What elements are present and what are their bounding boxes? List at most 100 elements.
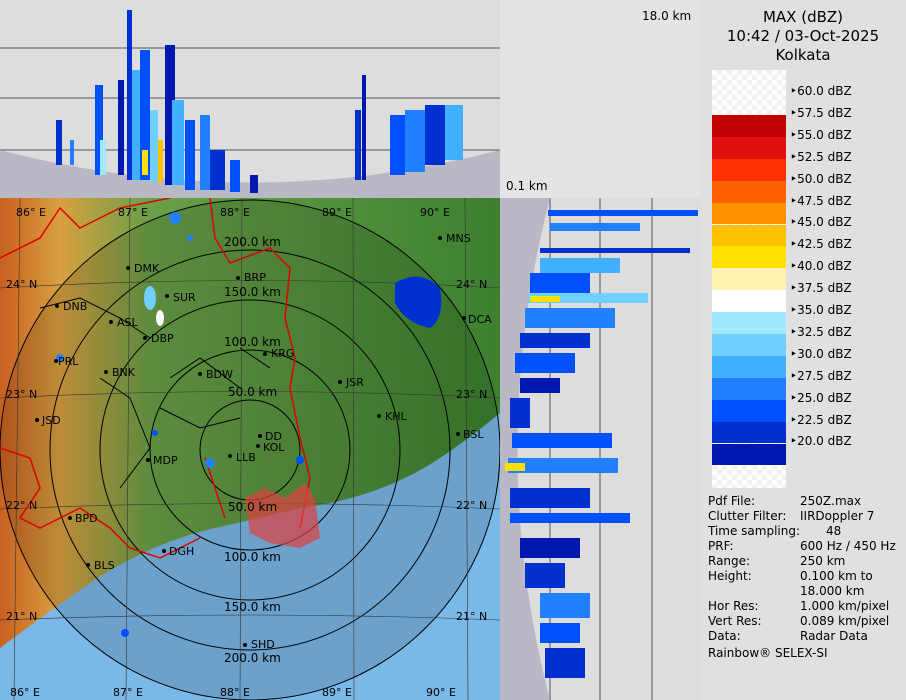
city-label: BPD <box>75 512 98 525</box>
map-svg <box>0 198 500 700</box>
lon-label-bottom: 88° E <box>220 686 250 699</box>
range-label: 100.0 km <box>224 335 281 349</box>
scale-swatch <box>712 312 786 334</box>
lon-label-bottom: 86° E <box>10 686 40 699</box>
city-label: BLS <box>94 559 115 572</box>
lon-label: 89° E <box>322 206 352 219</box>
info-key: Hor Res: <box>708 599 759 613</box>
scale-label: ‣30.0 dBZ <box>790 346 852 361</box>
radar-echoes <box>56 212 442 637</box>
city-label: KHL <box>385 410 407 423</box>
radar-map[interactable]: 86° E 87° E 88° E 89° E 90° E 86° E 87° … <box>0 198 500 700</box>
scale-swatch <box>712 334 786 356</box>
scale-label: ‣32.5 dBZ <box>790 324 852 339</box>
city-label: JSR <box>346 376 364 389</box>
scale-label: ‣37.5 dBZ <box>790 281 852 296</box>
scale-swatch <box>712 115 786 137</box>
scale-swatch <box>712 246 786 269</box>
lon-label: 90° E <box>420 206 450 219</box>
scale-label: ‣47.5 dBZ <box>790 193 852 208</box>
lat-label-right: 22° N <box>456 499 488 512</box>
info-key: Vert Res: <box>708 614 762 628</box>
city-label: SHD <box>251 638 275 651</box>
lat-label-right: 24° N <box>456 278 488 291</box>
scale-label: ‣45.0 dBZ <box>790 215 852 230</box>
city-label: PRL <box>58 355 79 368</box>
earth-curvature <box>500 198 550 700</box>
info-key: Range: <box>708 554 751 568</box>
graticule <box>0 198 500 700</box>
lat-label: 23° N <box>6 388 38 401</box>
state-borders <box>0 198 311 559</box>
corner-panel: 18.0 km 0.1 km <box>500 0 700 198</box>
scale-label: ‣55.0 dBZ <box>790 127 852 142</box>
scale-label: ‣52.5 dBZ <box>790 149 852 164</box>
radar-coverage <box>0 200 500 700</box>
lon-label-bottom: 87° E <box>113 686 143 699</box>
scale-swatch <box>712 224 786 247</box>
lat-label: 21° N <box>6 610 38 623</box>
top-profile-svg <box>0 10 500 198</box>
info-key: Time sampling: <box>708 524 801 538</box>
info-key: Data: <box>708 629 741 643</box>
sundarbans-delta <box>245 483 320 548</box>
info-value: 18.000 km <box>800 584 865 598</box>
lon-label: 88° E <box>220 206 250 219</box>
city-label: MNS <box>446 232 471 245</box>
legend-panel: MAX (dBZ) 10:42 / 03-Oct-2025 Kolkata ‣6… <box>700 0 906 700</box>
info-value: 1.000 km/pixel <box>800 599 890 613</box>
side-echo-rows <box>505 210 698 678</box>
product-title: MAX (dBZ) <box>762 8 844 26</box>
scale-swatch <box>712 202 786 225</box>
city-label: LLB <box>236 451 256 464</box>
scale-label: ‣40.0 dBZ <box>790 259 852 274</box>
info-key: Height: <box>708 569 752 583</box>
color-scale <box>712 70 786 488</box>
side-profile-svg <box>500 198 698 700</box>
info-value: 250Z.max <box>800 494 862 508</box>
city-label: KRG <box>271 347 295 360</box>
scale-label: ‣27.5 dBZ <box>790 368 852 383</box>
scale-swatch <box>712 180 786 203</box>
city-label: DCA <box>468 313 492 326</box>
min-height-label: 0.1 km <box>506 179 548 193</box>
scale-swatch <box>712 136 786 159</box>
credit-text: Rainbow® SELEX-SI <box>708 646 828 660</box>
scale-label: ‣60.0 dBZ <box>790 84 852 98</box>
lat-label: 24° N <box>6 278 38 291</box>
info-value: 0.089 km/pixel <box>800 614 890 628</box>
scale-label: ‣42.5 dBZ <box>790 237 852 252</box>
scale-swatch <box>712 377 786 400</box>
info-key: Pdf File: <box>708 494 756 508</box>
datetime: 10:42 / 03-Oct-2025 <box>726 27 880 45</box>
earth-curvature <box>0 150 500 198</box>
city-label: DD <box>265 430 282 443</box>
city-label: DGH <box>169 545 195 558</box>
range-label: 150.0 km <box>224 285 281 299</box>
range-label: 50.0 km <box>228 385 278 399</box>
lon-label-bottom: 89° E <box>322 686 352 699</box>
scale-label: ‣50.0 dBZ <box>790 171 852 186</box>
scale-label: ‣20.0 dBZ <box>790 434 852 449</box>
city-label: BNK <box>112 366 135 379</box>
lat-label-right: 21° N <box>456 610 488 623</box>
range-rings <box>0 199 500 700</box>
lon-label: 87° E <box>118 206 148 219</box>
info-key: PRF: <box>708 539 734 553</box>
lat-label: 22° N <box>6 499 38 512</box>
scale-swatch <box>712 399 786 422</box>
info-key: Clutter Filter: <box>708 509 787 523</box>
info-value: IIRDoppler 7 <box>800 509 875 523</box>
top-echo-columns <box>56 10 463 193</box>
scale-swatch <box>712 443 786 466</box>
max-height-label: 18.0 km <box>642 9 692 23</box>
scale-label: ‣35.0 dBZ <box>790 303 852 317</box>
range-label-south: 50.0 km <box>228 500 278 514</box>
side-vertical-profile <box>500 198 700 700</box>
info-value: 600 Hz / 450 Hz <box>800 539 896 553</box>
city-label: MDP <box>153 454 178 467</box>
city-label: ASL <box>117 316 138 329</box>
range-label-south: 100.0 km <box>224 550 281 564</box>
info-value: 250 km <box>800 554 846 568</box>
info-value: Radar Data <box>800 629 868 643</box>
